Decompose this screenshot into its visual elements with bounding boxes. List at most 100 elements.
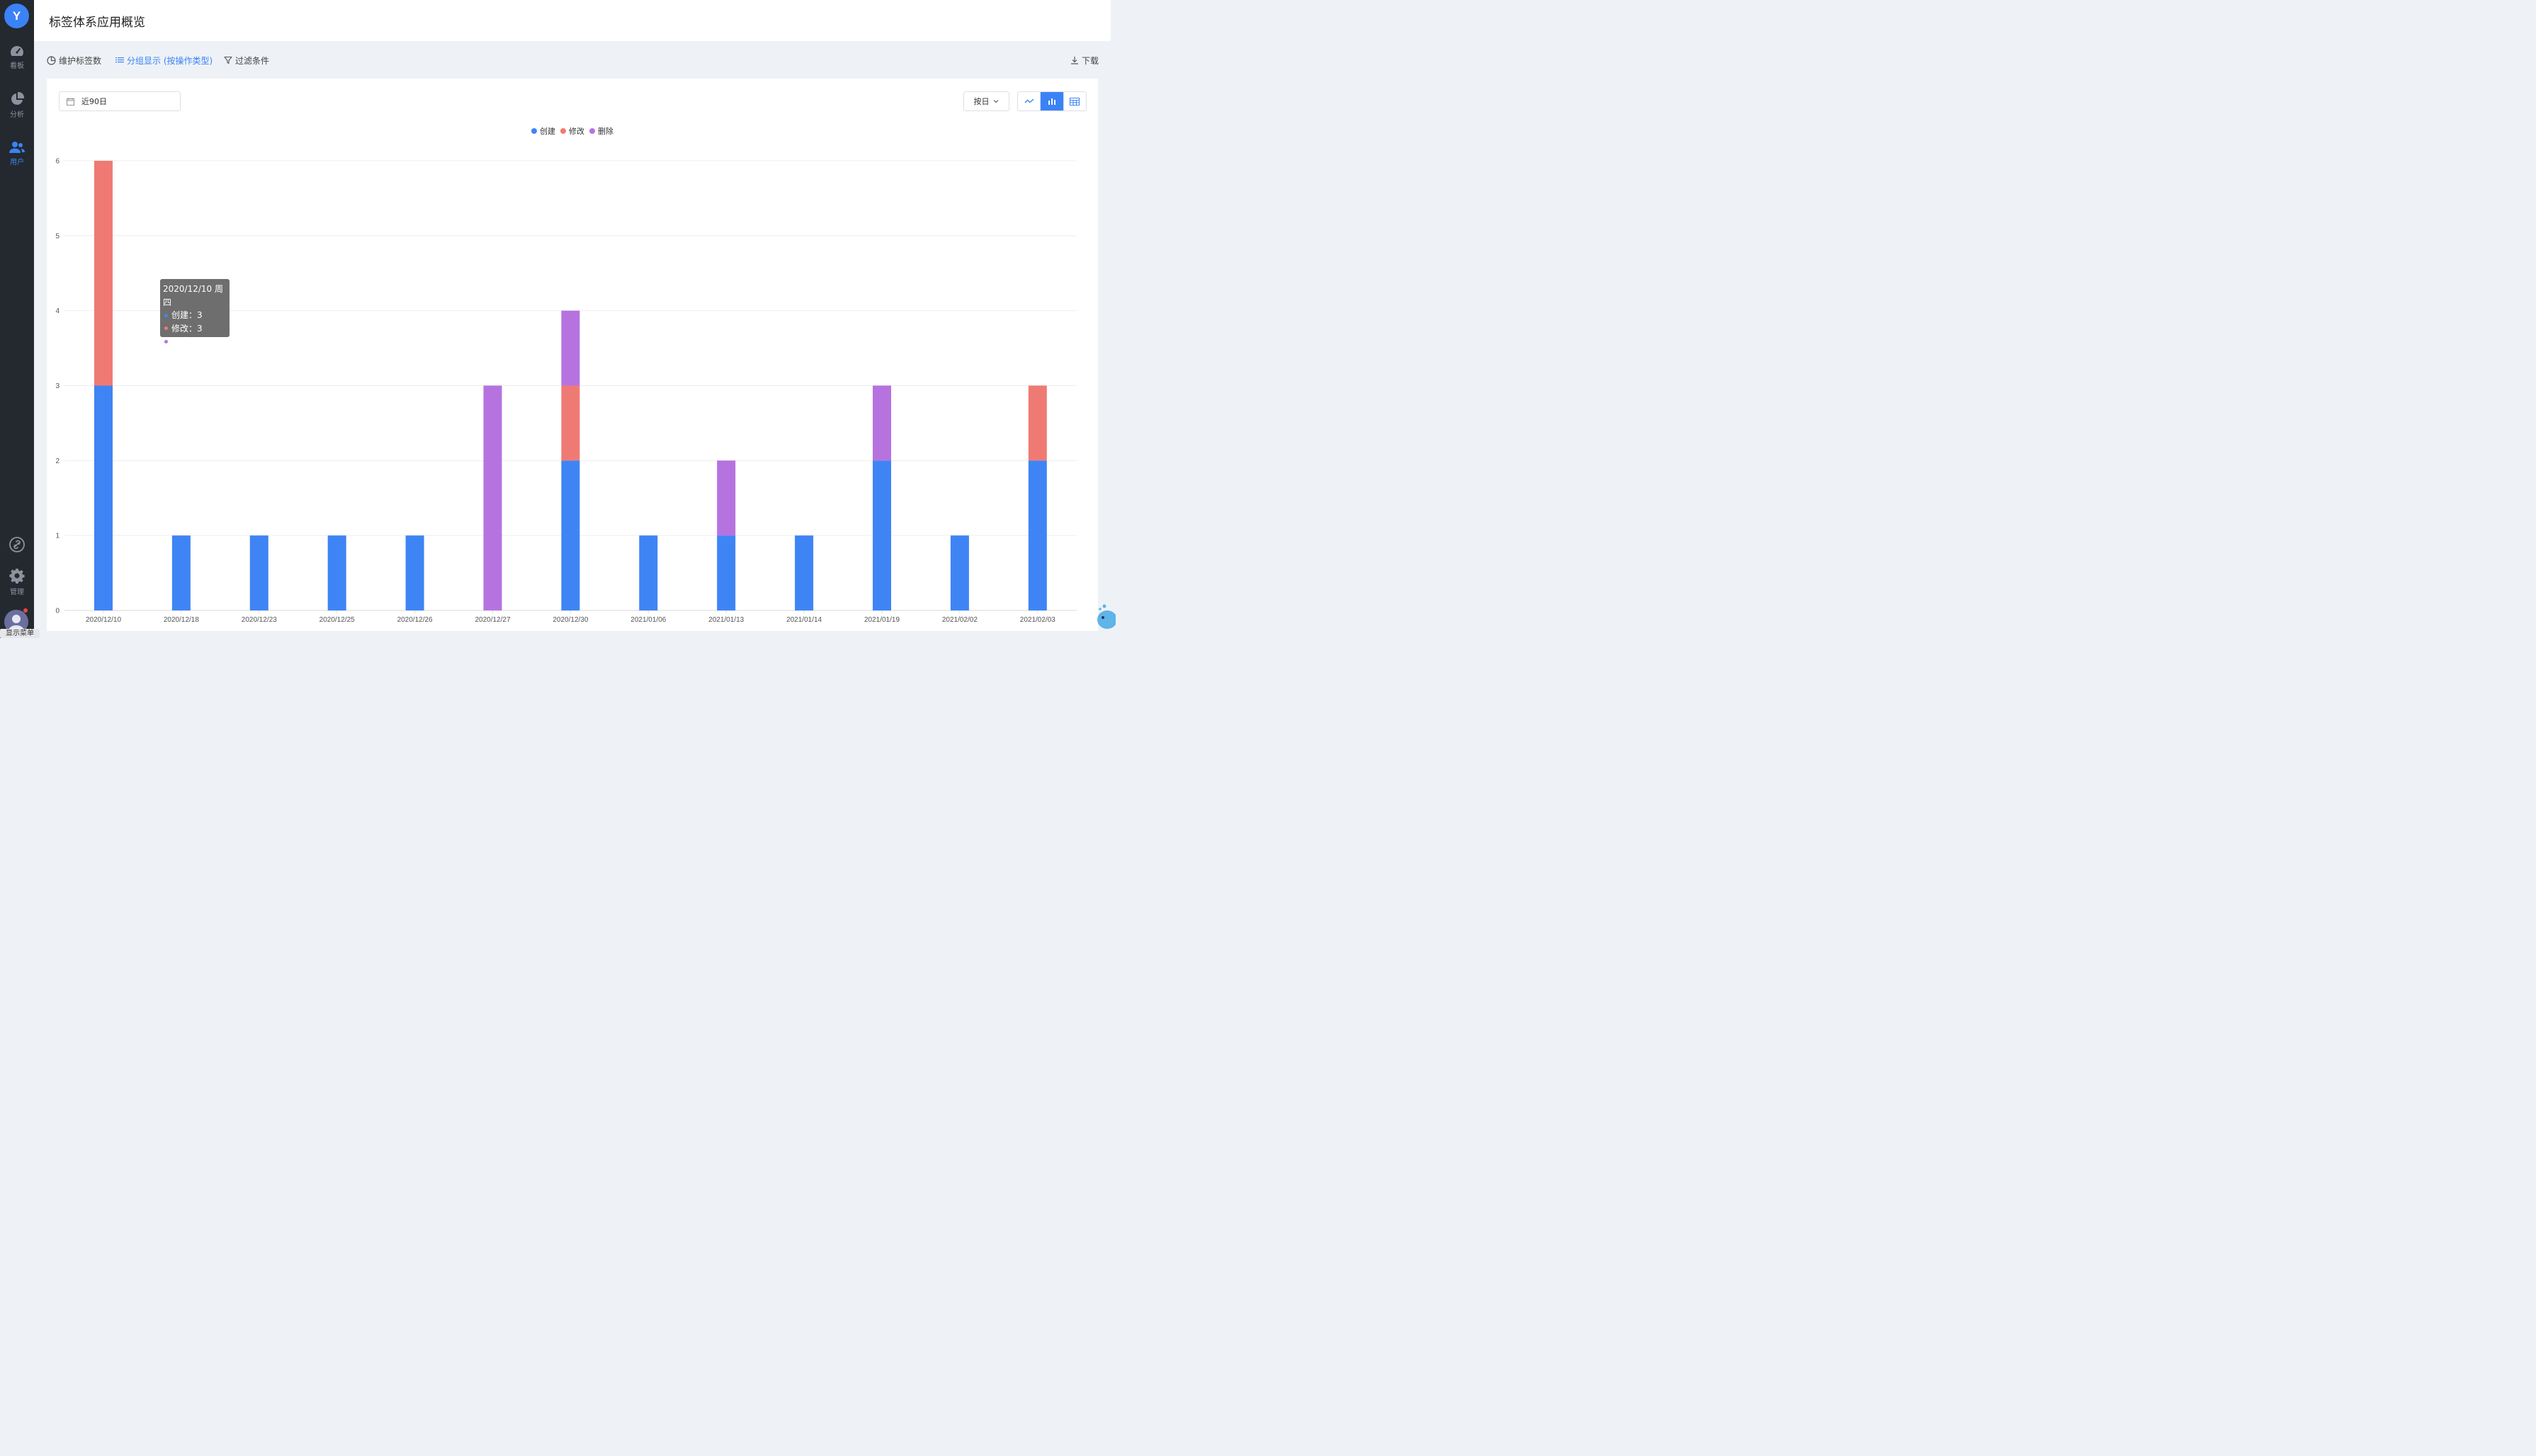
x-tick-label: 2021/01/06 [630, 616, 666, 624]
sidebar-item-dashboard[interactable]: 看板 [0, 41, 34, 74]
x-tick-label: 2021/02/03 [1020, 616, 1055, 624]
y-tick-label: 3 [55, 382, 60, 390]
bar-segment [717, 460, 736, 536]
x-tick-label: 2021/02/02 [942, 616, 978, 624]
filter-icon [224, 56, 232, 64]
x-tick-label: 2021/01/13 [708, 616, 744, 624]
bar-segment [950, 535, 969, 610]
link-icon [9, 537, 25, 552]
x-tick-label: 2020/12/27 [475, 616, 510, 624]
table-view-button[interactable] [1064, 92, 1086, 110]
y-tick-label: 2 [55, 457, 60, 465]
bar-chart-icon [1048, 98, 1055, 105]
tooltip-row-label: 删除：- [171, 336, 200, 346]
tooltip-dot [164, 339, 168, 343]
bar-segment [1028, 385, 1047, 461]
x-tick-label: 2020/12/10 [86, 616, 121, 624]
tooltip-title: 2020/12/10 周四 [163, 284, 223, 307]
bar-segment [873, 385, 891, 461]
calendar-icon [67, 97, 74, 106]
helper-mascot-icon[interactable] [1094, 602, 1116, 632]
download-icon [1071, 57, 1078, 64]
pie-chart-icon [11, 92, 24, 105]
legend-label: 删除 [598, 126, 613, 136]
tooltip-row: 创建：3 [163, 309, 227, 322]
x-tick-label: 2021/01/14 [786, 616, 822, 624]
tooltip-row: 修改：3 [163, 322, 227, 336]
x-tick-label: 2020/12/23 [242, 616, 277, 624]
page-header: 标签体系应用概览 [34, 0, 1111, 41]
x-tick-label: 2020/12/30 [553, 616, 588, 624]
sidebar-item-link[interactable] [0, 528, 34, 561]
download-button[interactable]: 下载 [1070, 55, 1099, 66]
bar-view-button[interactable] [1041, 92, 1064, 110]
tooltip-row: 删除：- [163, 335, 227, 348]
y-tick-label: 5 [55, 232, 60, 240]
sidebar: Y 看板 分析 用户 [0, 0, 40, 638]
download-label: 下载 [1082, 55, 1099, 66]
maintain-tags-label: 维护标签数 [59, 55, 102, 66]
sidebar-item-label: 分析 [10, 111, 24, 119]
chart-tooltip: 2020/12/10 周四 创建：3 修改：3 删除：- [160, 279, 230, 346]
legend-label: 修改 [569, 126, 584, 136]
bar-segment [249, 535, 268, 610]
group-display-label: 分组显示 (按操作类型) [127, 55, 213, 66]
gear-icon [9, 569, 25, 584]
bar-segment [94, 161, 113, 386]
bar-segment [483, 385, 502, 610]
maintain-tags-button[interactable]: 维护标签数 [47, 55, 101, 66]
y-tick-label: 1 [55, 533, 60, 540]
legend-marker [531, 128, 537, 134]
bar-segment [1028, 460, 1047, 610]
group-display-button[interactable]: 分组显示 (按操作类型) [115, 55, 213, 66]
legend-label: 创建 [540, 126, 555, 136]
x-tick-label: 2021/01/19 [864, 616, 900, 624]
table-icon [1070, 97, 1080, 106]
y-tick-label: 0 [55, 608, 60, 615]
y-tick-label: 6 [55, 158, 60, 166]
legend-marker [589, 128, 595, 134]
sidebar-item-label: 管理 [10, 588, 24, 596]
users-icon [9, 142, 25, 153]
show-menu-button[interactable]: 显示菜单 [0, 629, 40, 638]
bar-segment [873, 460, 891, 610]
y-tick-label: 4 [55, 307, 60, 315]
bar-segment [405, 535, 424, 610]
app-logo[interactable]: Y [4, 4, 29, 28]
sidebar-item-users[interactable]: 用户 [0, 137, 34, 170]
tooltip-row-label: 修改：3 [171, 323, 203, 334]
bar-segment [561, 385, 580, 461]
chevron-down-icon [993, 100, 998, 103]
date-range-picker[interactable]: 近90日 [59, 91, 181, 111]
filter-button[interactable]: 过滤条件 [224, 55, 269, 66]
bar-segment [327, 535, 346, 610]
chart-view-toggle [1017, 91, 1087, 111]
sidebar-item-label: 用户 [10, 159, 24, 166]
pie-outline-icon [47, 55, 56, 65]
sidebar-item-label: 看板 [10, 62, 24, 70]
x-tick-label: 2020/12/25 [319, 616, 355, 624]
page-title: 标签体系应用概览 [49, 16, 145, 30]
line-chart-icon [1024, 98, 1034, 103]
bar-segment [94, 385, 113, 610]
tooltip-row-label: 创建：3 [171, 310, 203, 320]
granularity-select[interactable]: 按日 [963, 91, 1009, 111]
legend-marker [560, 128, 566, 134]
sidebar-item-analysis[interactable]: 分析 [0, 89, 34, 122]
x-tick-label: 2020/12/18 [164, 616, 199, 624]
bar-segment [171, 535, 191, 610]
stacked-bar-chart: 2020/12/10 2020/12/18 2020/12/23 2020/12/25… [55, 126, 1077, 624]
bar-segment [795, 535, 814, 610]
filter-label: 过滤条件 [235, 55, 270, 66]
dashboard-icon [11, 46, 23, 56]
x-tick-label: 2020/12/26 [397, 616, 433, 624]
bar-segment [717, 535, 736, 610]
line-view-button[interactable] [1018, 92, 1041, 110]
bar-segment [639, 535, 658, 610]
bar-segment [561, 310, 580, 386]
date-range-value: 近90日 [81, 97, 107, 106]
granularity-value: 按日 [973, 97, 990, 106]
toolbar: 维护标签数 分组显示 (按操作类型) 过滤条件 下载 [34, 41, 1111, 78]
tooltip-dot [164, 326, 168, 331]
sidebar-item-manage[interactable]: 管理 [0, 566, 34, 598]
